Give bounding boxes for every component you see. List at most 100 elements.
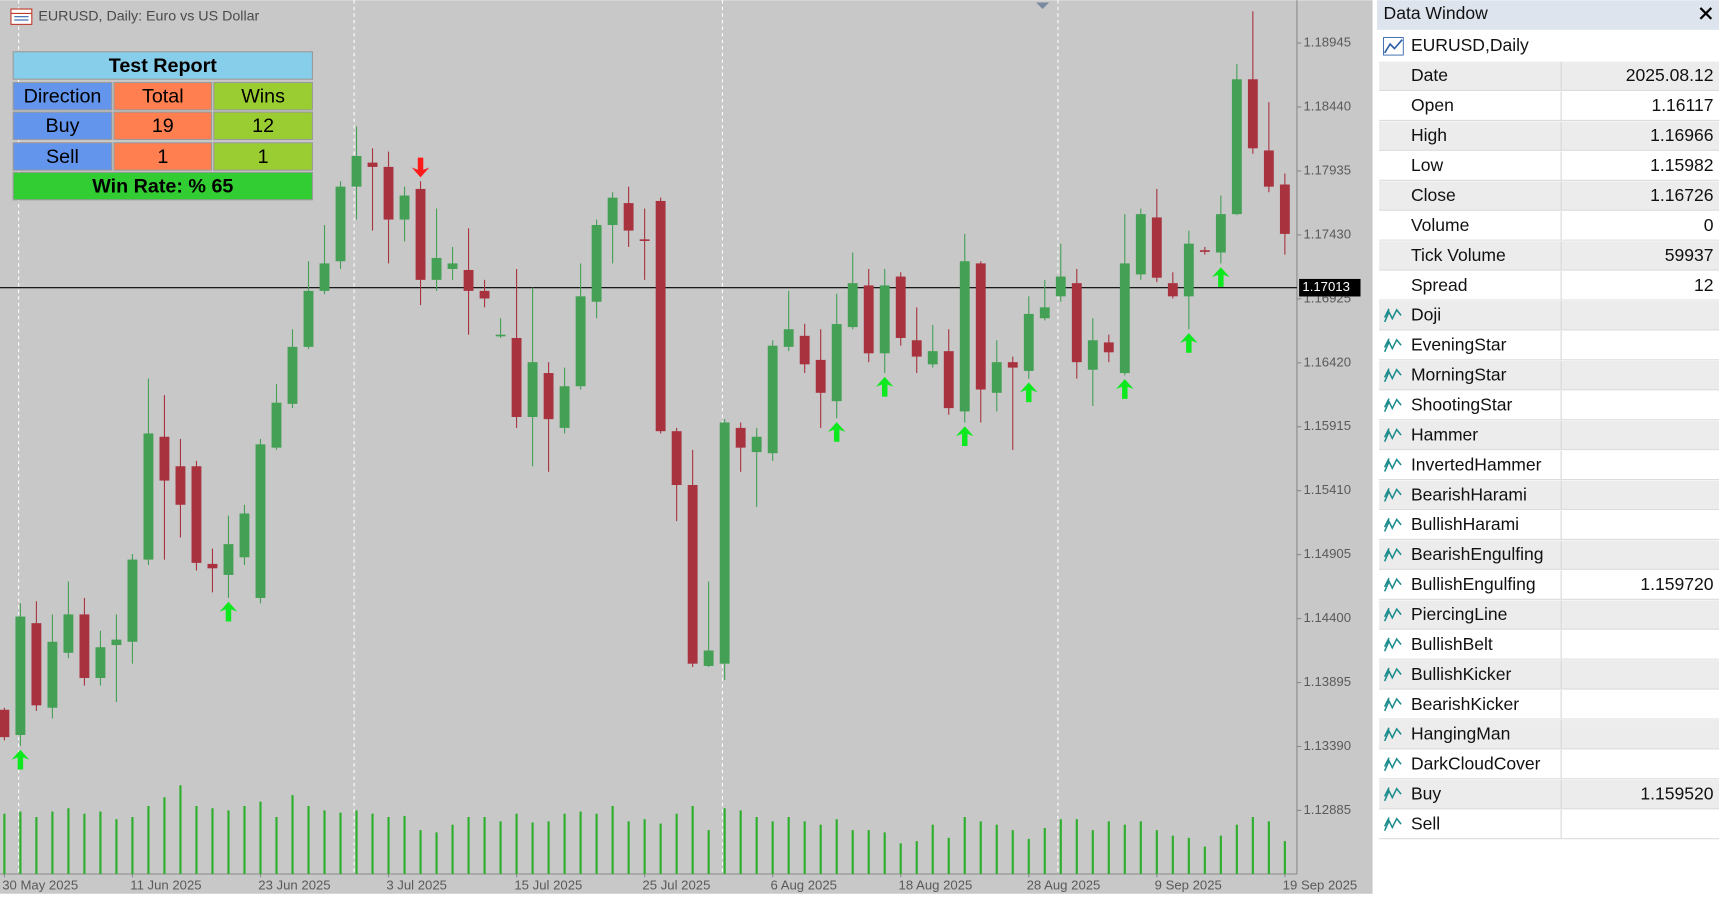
chart-title: EURUSD, Daily: Euro vs US Dollar (38, 8, 259, 24)
candle-body (1087, 340, 1098, 370)
candle-body (1023, 313, 1034, 371)
data-label: Close (1411, 185, 1456, 205)
report-value-cell (12, 142, 113, 171)
candle-body (1183, 243, 1194, 297)
candle-body (239, 513, 250, 558)
data-label: Doji (1411, 305, 1441, 325)
x-tick-label: 3 Jul 2025 (386, 878, 447, 893)
data-label: InvertedHammer (1411, 454, 1542, 474)
y-tick-label: 1.16420 (1304, 354, 1352, 369)
candle-body (335, 186, 346, 262)
data-row (1379, 660, 1719, 690)
symbol-icon (10, 8, 33, 25)
y-tick-label: 1.17935 (1304, 162, 1352, 177)
data-window-title: Data Window (1384, 3, 1489, 23)
report-header: Wins (241, 85, 285, 107)
data-label: MorningStar (1411, 365, 1507, 385)
data-row (1379, 61, 1719, 91)
data-row (1379, 211, 1719, 241)
candle-body (879, 285, 890, 354)
data-window-symbol: EURUSD,Daily (1411, 35, 1529, 55)
report-header: Direction (24, 85, 102, 107)
data-label: EveningStar (1411, 335, 1507, 355)
indicator-icon (1383, 667, 1402, 682)
indicator-icon (1383, 577, 1402, 592)
candle-body (111, 639, 122, 646)
candle-body (1151, 217, 1162, 278)
data-row (1379, 151, 1719, 181)
candle-body (15, 616, 26, 735)
indicator-icon (1383, 308, 1402, 323)
report-value-cell (12, 111, 113, 141)
data-value: 0 (1704, 215, 1714, 235)
data-label: Tick Volume (1411, 245, 1506, 265)
close-stroke[interactable] (1699, 7, 1713, 20)
report-win-rate: Win Rate: % 65 (92, 175, 233, 197)
y-tick-label: 1.15410 (1304, 482, 1352, 497)
buy-arrow (219, 601, 238, 622)
report-value: 12 (252, 115, 274, 137)
candle-body (495, 334, 506, 337)
indicator-icon (1383, 398, 1402, 413)
candle-body (47, 641, 58, 708)
data-label: Hammer (1411, 424, 1478, 444)
data-row (1379, 181, 1719, 211)
indicator-icon (1383, 757, 1402, 772)
data-label: DarkCloudCover (1411, 754, 1541, 774)
candle-body (895, 276, 906, 338)
data-value: 12 (1694, 275, 1714, 295)
y-tick-label: 1.18440 (1304, 98, 1352, 113)
candle-body (783, 329, 794, 347)
candle-body (447, 263, 458, 269)
data-row (1379, 480, 1719, 510)
data-row (1379, 450, 1719, 480)
candle-body (1135, 214, 1146, 275)
data-value: 59937 (1665, 245, 1714, 265)
y-tick-label: 1.18945 (1304, 35, 1352, 50)
data-row (1379, 690, 1719, 719)
data-row (1379, 630, 1719, 660)
candle-body (63, 614, 74, 653)
candle-body (767, 345, 778, 454)
candle-body (431, 257, 442, 280)
candle-body (927, 351, 938, 365)
buy-arrow (1116, 379, 1134, 399)
buy-arrow (1019, 382, 1038, 403)
data-window-header (1376, 0, 1719, 30)
data-row (1379, 360, 1719, 390)
candle-body (1103, 342, 1114, 353)
data-row (1379, 420, 1719, 450)
indicator-icon (1383, 607, 1402, 622)
candle-body (415, 188, 426, 280)
candle-body (991, 362, 1002, 393)
data-row (1379, 91, 1719, 121)
candle-body (511, 337, 522, 417)
candle-body (1263, 150, 1274, 187)
close-button[interactable] (1699, 7, 1713, 20)
candle-body (975, 263, 986, 390)
candle-body (1007, 362, 1018, 368)
shift-marker[interactable] (1036, 2, 1050, 10)
data-row (1379, 121, 1719, 151)
data-row (1379, 271, 1719, 300)
report-value-cell (113, 142, 213, 171)
data-value: 2025.08.12 (1626, 65, 1714, 85)
candle-body (143, 433, 154, 560)
data-row (1379, 331, 1719, 360)
data-row (1379, 809, 1719, 839)
candle-body (703, 650, 714, 666)
data-label: Spread (1411, 275, 1468, 295)
report-value: 1 (157, 146, 168, 168)
symbol-chart-icon-frame (1383, 37, 1404, 56)
candle-body (223, 544, 234, 575)
candle-body (399, 195, 410, 220)
buy-arrow (1180, 333, 1198, 353)
candle-body (815, 359, 826, 393)
data-label: High (1411, 125, 1447, 145)
current-price-box (1299, 278, 1361, 297)
candle-body (287, 346, 298, 404)
candle-body (911, 340, 922, 357)
candle-body (639, 239, 650, 241)
report-win-rate-cell (12, 171, 313, 201)
